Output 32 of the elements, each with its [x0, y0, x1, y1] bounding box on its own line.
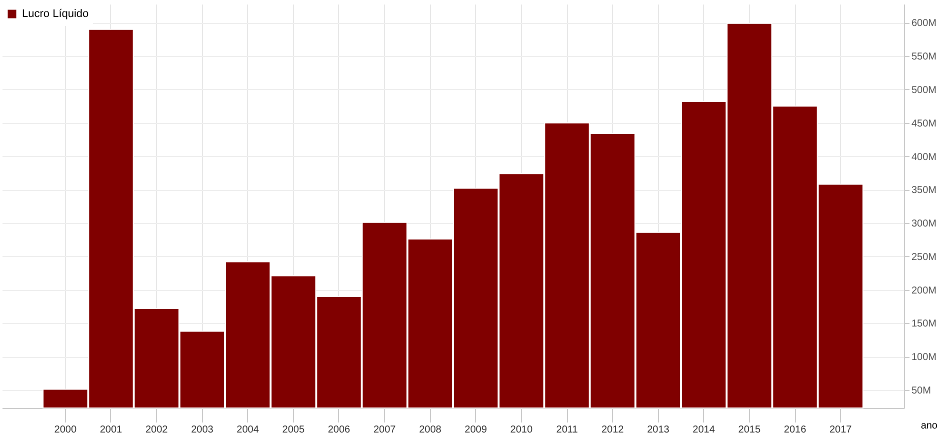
y-tick-label: 300M — [912, 218, 937, 230]
x-tick-label: 2015 — [738, 424, 761, 436]
y-tick-label: 350M — [912, 185, 937, 196]
y-tick-label: 250M — [912, 252, 937, 263]
y-tick-label: 450M — [912, 118, 937, 130]
x-tick-label: 2012 — [601, 424, 624, 436]
x-tick-label: 2001 — [100, 424, 123, 436]
x-tick-label: 2005 — [282, 424, 305, 436]
x-tick-label: 2003 — [191, 424, 214, 436]
x-tick-label: 2007 — [373, 424, 396, 436]
x-tick-label: 2002 — [145, 424, 168, 436]
x-tick-label: 2011 — [556, 424, 578, 436]
x-tick-label: 2016 — [784, 424, 807, 436]
x-tick-label: 2004 — [236, 424, 260, 436]
legend-label: Lucro Líquido — [22, 8, 89, 20]
y-tick-label: 550M — [912, 52, 937, 63]
x-tick-label: 2006 — [328, 424, 351, 436]
y-tick-label: 150M — [912, 318, 937, 330]
x-tick-label: 2014 — [692, 424, 716, 436]
x-tick-label: 2013 — [647, 424, 670, 436]
y-tick-label: 50M — [912, 385, 931, 396]
x-tick-label: 2008 — [419, 424, 442, 436]
x-tick-label: 2009 — [464, 424, 488, 436]
x-tick-label: 2017 — [829, 424, 852, 436]
y-tick-label: 400M — [912, 152, 937, 163]
x-tick-label: 2010 — [510, 424, 533, 436]
x-tick-label: 2000 — [54, 424, 77, 436]
y-tick-label: 600M — [912, 18, 937, 30]
y-tick-label: 500M — [912, 84, 937, 96]
y-tick-label: 100M — [912, 352, 937, 364]
y-tick-label: 200M — [912, 285, 937, 296]
x-axis-title: ano — [920, 420, 938, 432]
